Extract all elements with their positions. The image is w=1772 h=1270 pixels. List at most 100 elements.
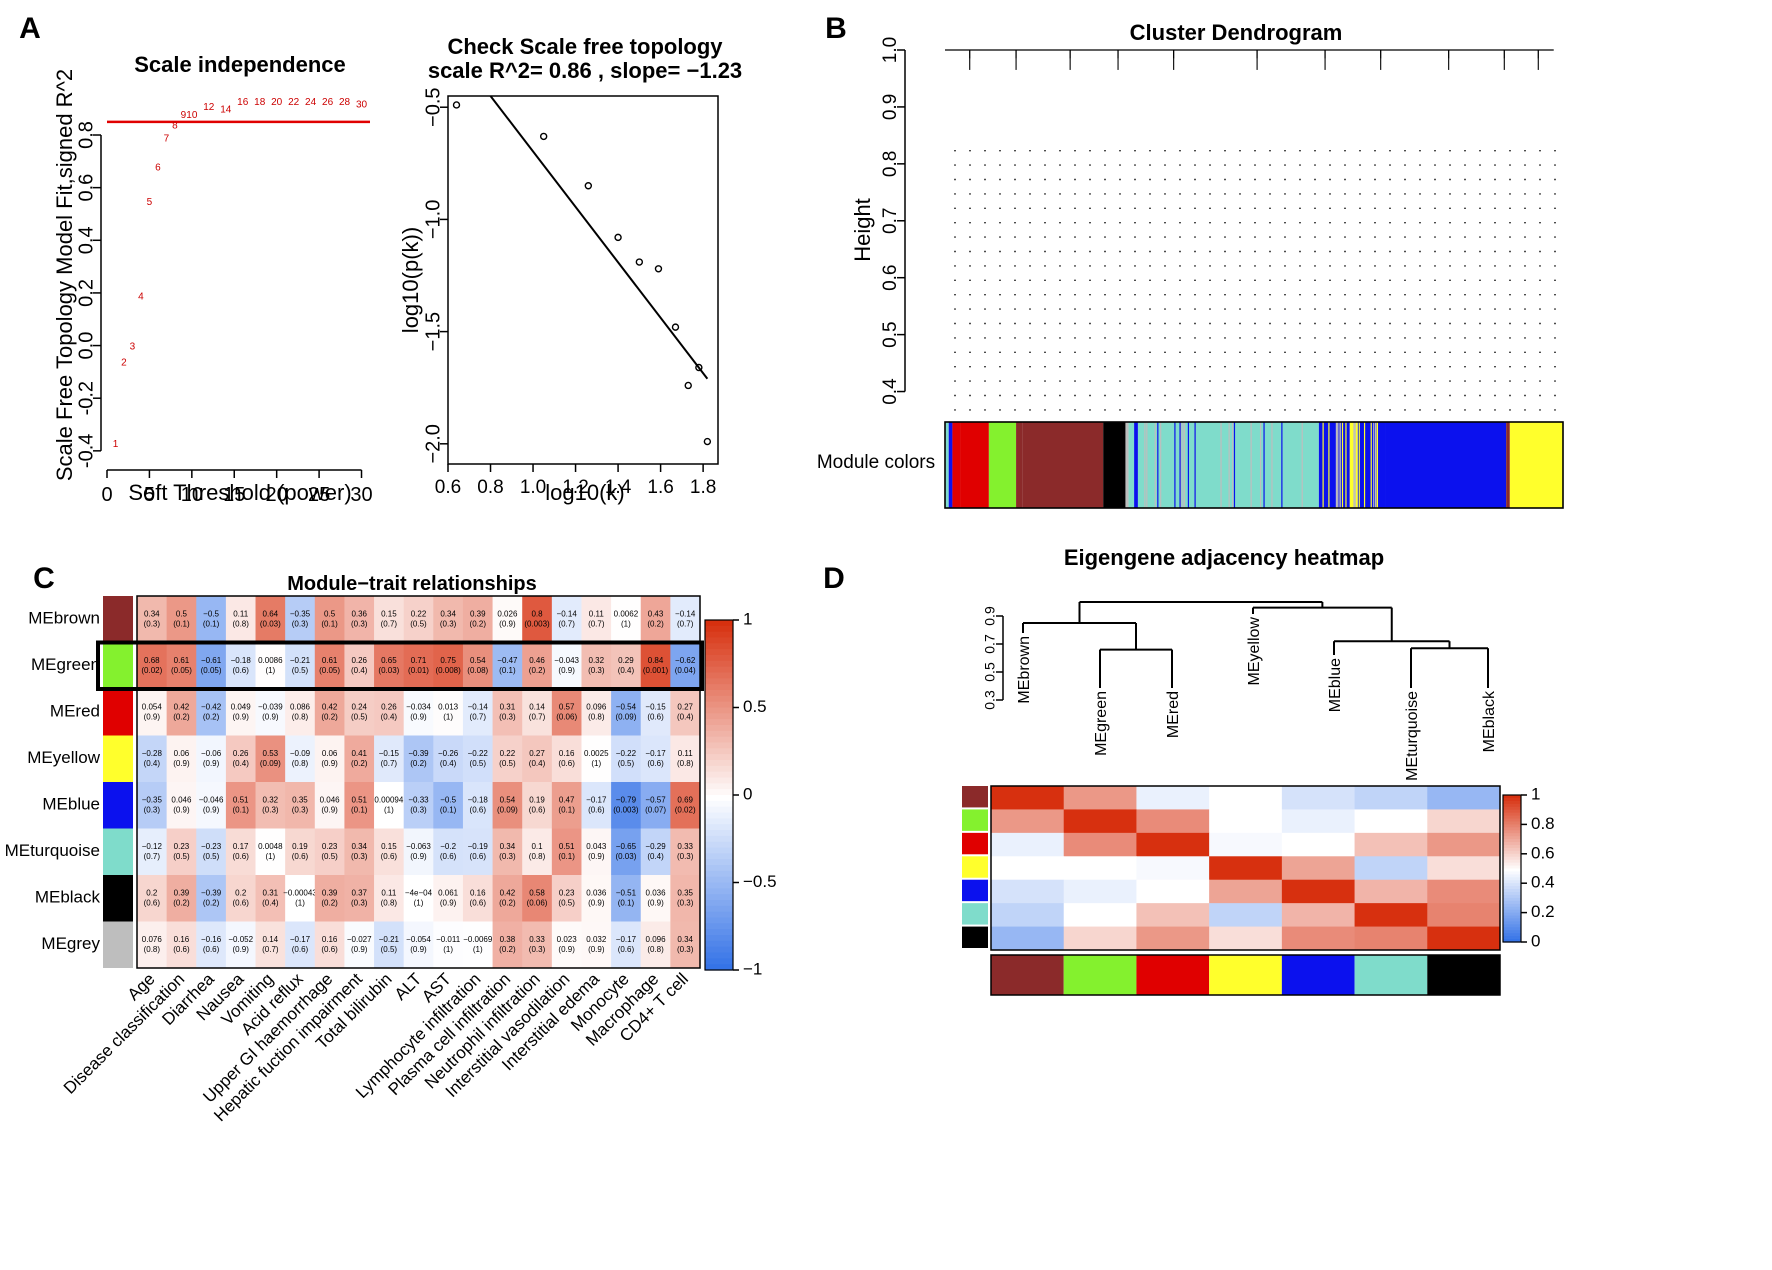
heatmap-cell — [670, 875, 701, 922]
cell-value-label: −0.47 — [497, 656, 518, 665]
cell-pvalue-label: (0.03) — [615, 852, 636, 861]
cell-value-label: −0.57 — [645, 795, 666, 804]
adjacency-frame — [990, 785, 1501, 951]
cell-value-label: −0.28 — [142, 749, 163, 758]
module-color-stripe — [1182, 422, 1184, 508]
cell-value-label: −0.22 — [468, 749, 489, 758]
y-tick-label: 0.8 — [880, 151, 901, 177]
heatmap-cell — [403, 782, 434, 829]
row-color-swatch — [962, 809, 988, 831]
cell-value-label: 0.023 — [557, 935, 578, 944]
adjacency-cell — [1427, 809, 1501, 834]
module-color-frame — [944, 421, 1564, 509]
module-color-stripe — [1337, 422, 1339, 508]
cell-pvalue-label: (0.5) — [618, 759, 635, 768]
heatmap-cell — [670, 828, 701, 876]
heatmap-cell — [522, 642, 553, 690]
module-color-swatch — [103, 642, 133, 689]
legend-color-step — [705, 859, 733, 866]
legend-color-step — [705, 835, 733, 843]
cell-pvalue-label: (0.6) — [470, 852, 487, 861]
heatmap-cell — [611, 642, 642, 690]
heatmap-cell — [403, 921, 434, 969]
legend-color-step — [1503, 918, 1521, 923]
heatmap-cell — [225, 921, 256, 969]
heatmap-cell — [492, 735, 523, 783]
legend-color-step — [705, 876, 733, 884]
module-color-stripe — [1144, 422, 1146, 508]
data-point — [654, 265, 663, 273]
legend-color-step — [1503, 818, 1521, 823]
cell-pvalue-label: (0.6) — [470, 898, 487, 907]
fit-line — [489, 95, 709, 380]
legend-color-step — [1503, 915, 1521, 920]
heatmap-cell — [255, 921, 286, 969]
heatmap-cell — [344, 735, 375, 783]
legend-color-step — [705, 958, 733, 965]
heatmap-cell — [640, 689, 671, 736]
legend-color-step — [705, 707, 733, 714]
heatmap-cell — [314, 735, 345, 783]
legend-color-step — [705, 742, 733, 749]
module-color-stripe — [1183, 422, 1186, 508]
adjacency-cell — [1063, 879, 1137, 904]
legend-color-step — [705, 824, 733, 831]
heatmap-cell — [374, 735, 405, 783]
cell-pvalue-label: (0.5) — [173, 852, 190, 861]
heatmap-cell — [137, 642, 168, 690]
legend-color-step — [705, 678, 733, 685]
heatmap-cell — [374, 782, 405, 829]
cell-value-label: 0.11 — [589, 609, 605, 618]
cell-value-label: −0.054 — [406, 935, 431, 944]
legend-tick-label: 1 — [1531, 784, 1540, 803]
legend-color-step — [705, 830, 733, 837]
x-tick-label: 1.8 — [690, 477, 716, 498]
y-tick-label: 0.8 — [75, 121, 97, 149]
cell-value-label: 0.11 — [381, 888, 397, 897]
heatmap-cell — [285, 689, 316, 736]
data-point — [539, 132, 548, 141]
cell-value-label: 0.8 — [531, 609, 543, 618]
cell-value-label: −0.39 — [201, 888, 222, 897]
legend-frame — [1502, 794, 1522, 943]
cell-pvalue-label: (0.4) — [351, 666, 368, 675]
point-label: 7 — [164, 134, 170, 145]
module-color-stripe — [1335, 422, 1337, 508]
cell-value-label: 0.46 — [529, 656, 545, 665]
cell-pvalue-label: (0.5) — [351, 712, 368, 721]
panel-label-a: A — [19, 12, 41, 45]
point-label: 1 — [113, 439, 119, 450]
cell-pvalue-label: (0.3) — [677, 945, 694, 954]
cell-pvalue-label: (0.04) — [675, 666, 696, 675]
cell-pvalue-label: (0.8) — [647, 945, 664, 954]
cell-value-label: 0.47 — [559, 795, 575, 804]
x-axis-label: log10(k) — [545, 480, 624, 505]
col-color-swatch — [1427, 955, 1500, 995]
y-axis-label: Height — [850, 198, 875, 262]
legend-color-step — [705, 964, 733, 971]
module-color-segment — [988, 422, 1017, 508]
legend-color-step — [705, 736, 733, 744]
dendrogram-tree — [945, 49, 1554, 70]
panel-label-b: B — [825, 12, 847, 45]
column-label: Disease classification — [60, 969, 188, 1097]
module-color-stripe — [1180, 422, 1182, 508]
heatmap-cell — [137, 735, 168, 783]
cell-value-label: 0.58 — [529, 888, 545, 897]
adjacency-cell — [1209, 903, 1283, 927]
cell-value-label: 0.51 — [559, 842, 575, 851]
x-tick-label: 0 — [101, 484, 112, 506]
adjacency-cell — [1209, 879, 1283, 904]
y-tick-label: 0.4 — [75, 226, 97, 254]
cell-pvalue-label: (0.7) — [470, 712, 487, 721]
cell-value-label: −0.0069 — [463, 935, 493, 944]
cell-pvalue-label: (0.2) — [499, 945, 516, 954]
module-color-stripe — [1160, 422, 1162, 508]
heatmap-cell — [166, 689, 197, 736]
y-tick-label: 0.4 — [880, 378, 901, 405]
heatmap-cell — [285, 735, 316, 783]
heatmap-cell — [611, 828, 642, 876]
cell-pvalue-label: (0.3) — [588, 666, 605, 675]
point-label: 12 — [203, 102, 215, 113]
heatmap-cell — [403, 735, 434, 783]
